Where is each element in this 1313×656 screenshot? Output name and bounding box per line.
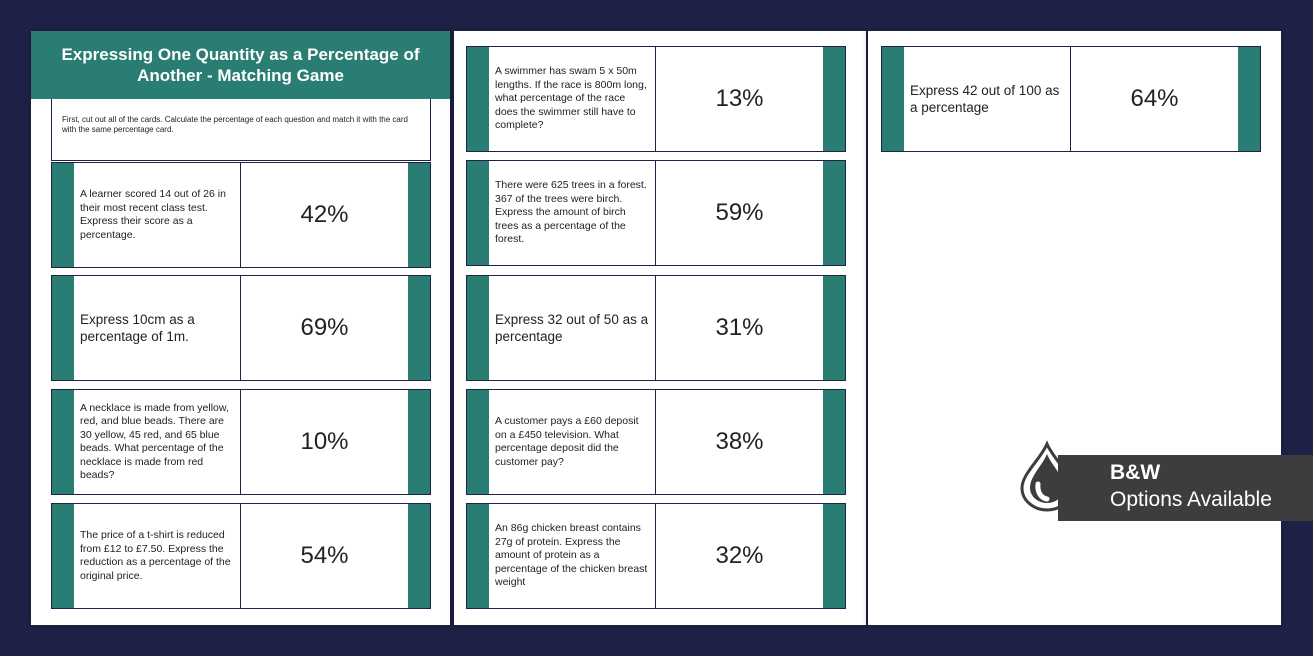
matching-card: The price of a t-shirt is reduced from £… (51, 503, 431, 609)
card-answer: 32% (715, 542, 764, 569)
card-strip (408, 504, 430, 608)
card-answer: 64% (1130, 85, 1179, 112)
card-answer: 31% (715, 314, 764, 341)
card-strip (823, 161, 845, 265)
card-question: There were 625 trees in a forest. 367 of… (489, 161, 656, 265)
card-question: Express 32 out of 50 as a percentage (489, 276, 656, 380)
matching-card: A swimmer has swam 5 x 50m lengths. If t… (466, 46, 846, 152)
matching-card: A learner scored 14 out of 26 in their m… (51, 162, 431, 268)
matching-card: A necklace is made from yellow, red, and… (51, 389, 431, 495)
card-strip (467, 504, 489, 608)
card-strip (467, 276, 489, 380)
card-strip (823, 47, 845, 151)
card-strip (467, 47, 489, 151)
card-strip (408, 163, 430, 267)
title: Expressing One Quantity as a Percentage … (31, 31, 450, 99)
card-answer: 38% (715, 428, 764, 455)
card-question: A learner scored 14 out of 26 in their m… (74, 163, 241, 267)
card-strip (823, 504, 845, 608)
matching-card: Express 32 out of 50 as a percentage 31% (466, 275, 846, 381)
card-question: The price of a t-shirt is reduced from £… (74, 504, 241, 608)
card-strip (52, 390, 74, 494)
card-question: A customer pays a £60 deposit on a £450 … (489, 390, 656, 494)
card-answer: 59% (715, 199, 764, 226)
card-strip (467, 390, 489, 494)
card-strip (823, 390, 845, 494)
card-strip (823, 276, 845, 380)
matching-card: A customer pays a £60 deposit on a £450 … (466, 389, 846, 495)
card-strip (52, 504, 74, 608)
card-answer: 54% (300, 542, 349, 569)
card-strip (1238, 47, 1260, 151)
card-answer: 42% (300, 201, 349, 228)
instructions: First, cut out all of the cards. Calcula… (51, 99, 431, 161)
card-question: A necklace is made from yellow, red, and… (74, 390, 241, 494)
matching-card: An 86g chicken breast contains 27g of pr… (466, 503, 846, 609)
card-strip (52, 163, 74, 267)
card-answer: 69% (300, 314, 349, 341)
badge-subtitle: Options Available (1110, 488, 1272, 511)
card-strip (408, 390, 430, 494)
matching-card: Express 10cm as a percentage of 1m. 69% (51, 275, 431, 381)
options-badge: B&W Options Available (1058, 455, 1313, 521)
card-strip (408, 276, 430, 380)
card-answer: 10% (300, 428, 349, 455)
matching-card: Express 42 out of 100 as a percentage 64% (881, 46, 1261, 152)
matching-card: There were 625 trees in a forest. 367 of… (466, 160, 846, 266)
card-question: A swimmer has swam 5 x 50m lengths. If t… (489, 47, 656, 151)
card-question: An 86g chicken breast contains 27g of pr… (489, 504, 656, 608)
card-strip (467, 161, 489, 265)
card-strip (52, 276, 74, 380)
card-question: Express 42 out of 100 as a percentage (904, 47, 1071, 151)
badge-title: B&W (1110, 461, 1161, 484)
card-question: Express 10cm as a percentage of 1m. (74, 276, 241, 380)
card-strip (882, 47, 904, 151)
card-answer: 13% (715, 85, 764, 112)
